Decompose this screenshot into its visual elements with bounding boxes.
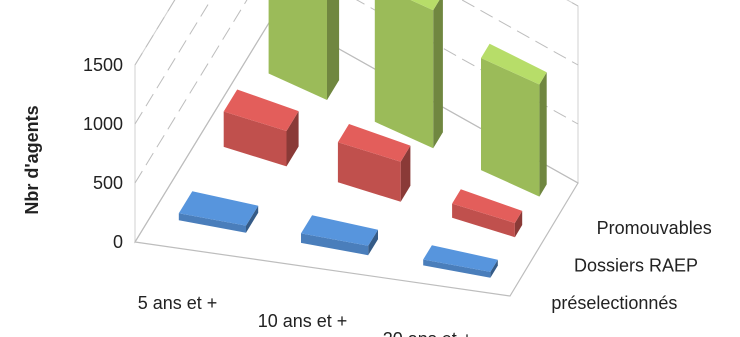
bar-front (481, 58, 540, 197)
bar (452, 189, 523, 238)
bar-side (433, 0, 443, 149)
category-label: 10 ans et + (258, 311, 348, 331)
bars (178, 0, 547, 278)
bar-front (268, 0, 327, 100)
bar-side (539, 72, 547, 197)
y-tick-label: 1000 (83, 114, 123, 134)
y-tick-label: 500 (93, 173, 123, 193)
category-labels: 5 ans et + 10 ans et + 20 ans et + (138, 293, 473, 337)
bar-top (423, 245, 498, 272)
bar (268, 0, 340, 100)
bar-front (178, 213, 246, 233)
bar (301, 215, 378, 256)
series-label: Promouvables (597, 218, 712, 238)
bar-side (400, 145, 411, 202)
bar-side (368, 229, 378, 256)
gridline (134, 0, 579, 184)
bar-side (514, 210, 523, 238)
bar-side (490, 259, 498, 278)
y-tick-label: 1500 (83, 55, 123, 75)
series-labels: préselectionnés Dossiers RAEP Promouvables (551, 218, 711, 313)
category-label: 20 ans et + (383, 329, 473, 337)
bar-top (481, 43, 547, 85)
bar-top (337, 124, 411, 162)
bar-side (327, 0, 340, 100)
bar-front (452, 203, 515, 238)
bar-top (178, 191, 259, 226)
bar-front (337, 142, 401, 202)
bar-top (410, 0, 440, 11)
bar-front (223, 111, 287, 167)
bar (481, 43, 547, 197)
bar-top (301, 215, 378, 246)
bar-top (223, 89, 299, 131)
bar-front (301, 233, 369, 256)
bar (178, 191, 259, 233)
gridline (134, 0, 579, 125)
bar-front (423, 259, 491, 278)
category-label: 5 ans et + (138, 293, 218, 313)
bar-front (374, 0, 434, 149)
bar-top (452, 189, 523, 223)
bar (423, 245, 498, 278)
bar (337, 124, 411, 202)
bar-side (246, 205, 259, 233)
y-tick-labels: 0 500 1000 1500 (83, 55, 123, 252)
y-axis-label: Nbr d'agents (22, 105, 42, 214)
bar (374, 0, 443, 149)
y-tick-label: 0 (113, 232, 123, 252)
bar (223, 89, 299, 167)
series-label: Dossiers RAEP (574, 256, 698, 276)
series-label: préselectionnés (551, 293, 677, 313)
bar-side (286, 111, 299, 167)
